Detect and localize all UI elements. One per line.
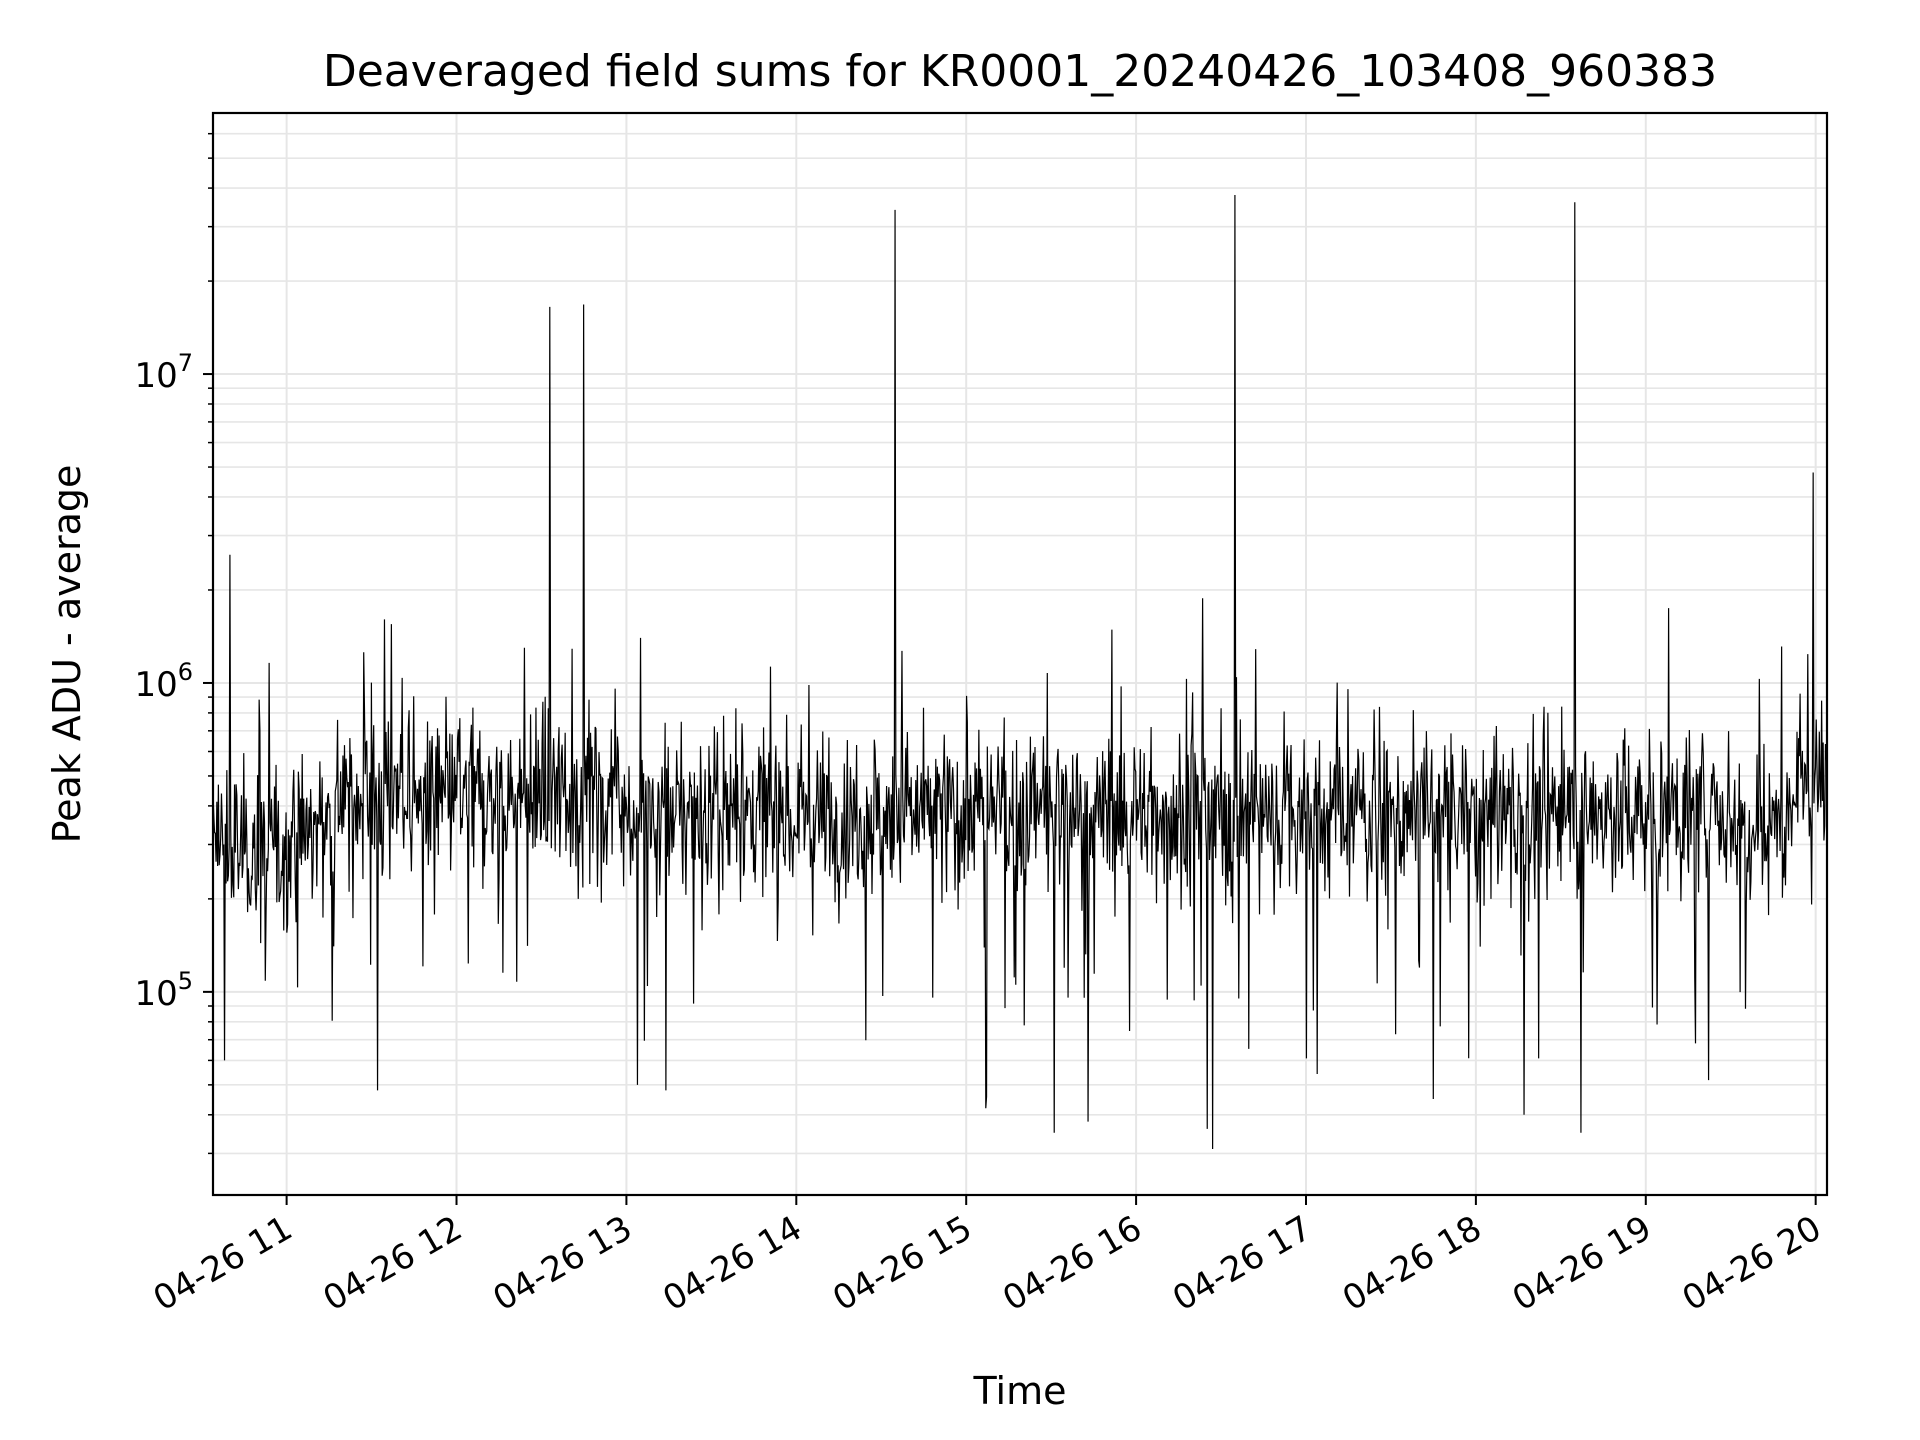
- series-line: [212, 194, 1828, 1149]
- y-axis: 105 106 107: [134, 132, 213, 1155]
- series: [212, 194, 1828, 1149]
- y-tick-label: 107: [134, 349, 193, 396]
- chart-title: Deaveraged field sums for KR0001_2024042…: [323, 46, 1717, 97]
- x-axis-label: Time: [973, 1369, 1067, 1413]
- y-tick-label: 105: [134, 967, 193, 1014]
- y-tick-label: 106: [134, 658, 193, 705]
- y-axis-label: Peak ADU - average: [45, 465, 89, 844]
- plot-frame: [211, 111, 1829, 1197]
